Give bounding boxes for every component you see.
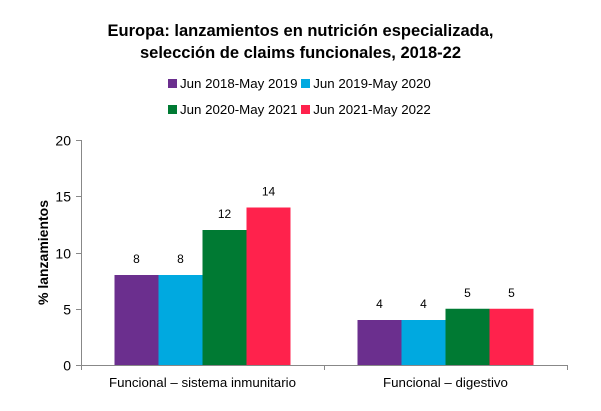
legend-item-series-4: Jun 2021-May 2022: [301, 102, 431, 117]
legend-item-series-1: Jun 2018-May 2019: [168, 76, 298, 91]
legend-label-series-3: Jun 2020-May 2021: [180, 102, 298, 117]
legend-label-series-4: Jun 2021-May 2022: [313, 102, 431, 117]
y-axis-title: % lanzamientos: [35, 200, 51, 305]
y-tick-label: 0: [63, 358, 71, 374]
bar: [357, 320, 402, 365]
legend-swatch-series-3: [168, 105, 177, 114]
legend-swatch-series-4: [301, 105, 311, 114]
bar: [445, 308, 490, 365]
legend-label-series-1: Jun 2018-May 2019: [180, 76, 298, 91]
data-label: 8: [177, 252, 184, 266]
y-tick-label: 5: [63, 302, 71, 318]
data-label: 4: [420, 297, 427, 311]
bar: [489, 308, 534, 365]
legend-row-1: Jun 2018-May 2019 Jun 2019-May 2020: [168, 76, 431, 91]
bar: [401, 320, 446, 365]
data-label: 4: [376, 297, 383, 311]
y-tick-label: 10: [55, 246, 71, 262]
x-category-label: Funcional – digestivo: [383, 375, 508, 390]
chart-title-line-2: selección de claims funcionales, 2018-22: [140, 44, 461, 62]
legend-label-series-2: Jun 2019-May 2020: [313, 76, 431, 91]
chart-title: Europa: lanzamientos en nutrición especi…: [0, 20, 601, 64]
legend-row-2: Jun 2020-May 2021 Jun 2021-May 2022: [168, 102, 431, 117]
legend-swatch-series-1: [168, 79, 177, 88]
bar: [246, 207, 291, 365]
bar: [158, 275, 203, 365]
data-label: 14: [262, 185, 276, 199]
data-label: 12: [218, 207, 232, 221]
legend-swatch-series-2: [301, 79, 311, 88]
y-tick-label: 15: [55, 189, 71, 205]
legend-item-series-2: Jun 2019-May 2020: [301, 76, 431, 91]
legend-item-series-3: Jun 2020-May 2021: [168, 102, 298, 117]
chart-title-line-1: Europa: lanzamientos en nutrición especi…: [107, 22, 494, 40]
data-label: 8: [133, 252, 140, 266]
y-tick-label: 20: [55, 133, 71, 149]
data-label: 5: [464, 286, 471, 300]
data-label: 5: [508, 286, 515, 300]
x-category-label: Funcional – sistema inmunitario: [109, 375, 296, 390]
bar: [202, 230, 247, 365]
bar: [114, 275, 159, 365]
